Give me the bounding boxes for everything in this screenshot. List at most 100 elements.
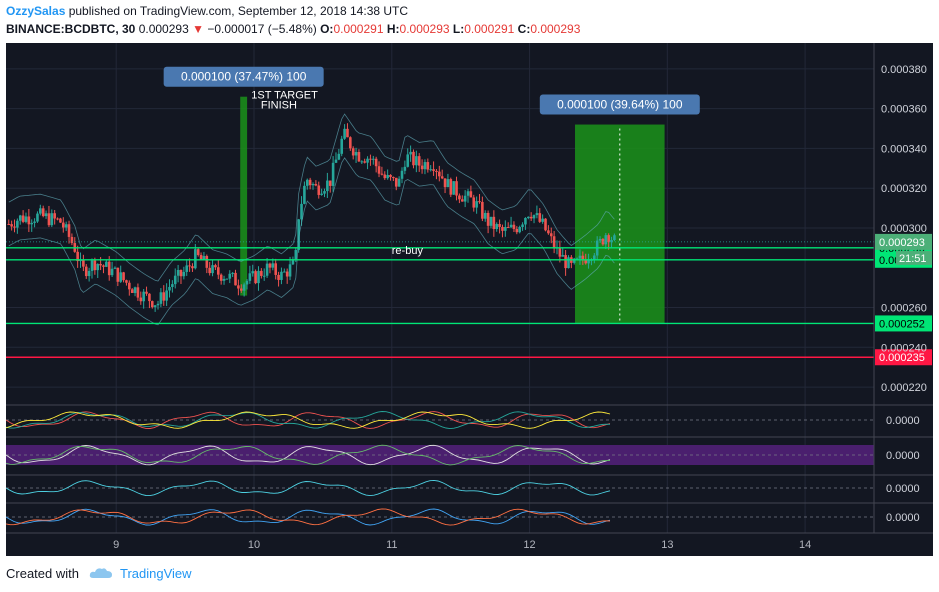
candle-body (179, 269, 183, 277)
pane-value-label: 0.0000 (886, 512, 920, 524)
candle-body (529, 216, 533, 219)
candle-body (41, 208, 45, 217)
candle-body (234, 272, 237, 286)
tradingview-link[interactable]: TradingView (120, 566, 192, 581)
candle-body (156, 303, 160, 306)
candle-body (432, 169, 435, 171)
candle-body (294, 249, 298, 261)
candle-body (36, 213, 39, 222)
candle-body (518, 226, 521, 233)
candle-body (257, 270, 260, 284)
candle-body (521, 224, 524, 227)
pane-value-label: 0.0000 (886, 450, 920, 462)
position-label: 0.000100 (39.64%) 100 (557, 98, 683, 112)
time-tick-label: 14 (799, 539, 811, 551)
candle-body (245, 280, 249, 285)
candle-body (7, 223, 11, 225)
candle-body (495, 223, 499, 230)
candle-body (128, 282, 131, 290)
candle-body (145, 291, 148, 294)
horizontal-levels: 0.0002900.0002840.0002520.0002350.000293… (6, 233, 932, 366)
candle-body (575, 258, 579, 260)
countdown-tag (896, 250, 932, 265)
candle-body (426, 162, 430, 170)
candle-body (21, 215, 25, 222)
symbol-info: BINANCE:BCDBTC, 30 0.000293 ▼ −0.000017 … (6, 22, 580, 36)
candle-body (139, 297, 143, 302)
candle-body (383, 174, 387, 179)
candle-body (173, 275, 177, 285)
candle-body (188, 265, 191, 267)
price-tick-label: 0.000360 (881, 104, 927, 116)
candle-body (314, 184, 318, 186)
candle-body (214, 265, 217, 268)
price-change: −0.000017 (−5.48%) (207, 22, 317, 36)
candle-body (501, 226, 504, 231)
tradingview-logo-icon[interactable] (89, 567, 113, 579)
candle-body (136, 287, 140, 298)
low-label: L: (452, 22, 465, 36)
candle-body (455, 181, 458, 196)
high-label: H: (386, 22, 400, 36)
chart-annotation: 1ST TARGET (251, 90, 318, 102)
time-axis: 9 10 11 12 13 14 (113, 539, 811, 551)
candle-body (228, 273, 232, 279)
candle-body (412, 151, 415, 166)
candle-body (572, 258, 576, 263)
candle-body (291, 260, 295, 265)
candle-body (176, 269, 180, 276)
candle-body (27, 216, 31, 225)
candle-body (610, 240, 613, 243)
candle-body (394, 177, 398, 187)
candle-body (409, 151, 412, 155)
candle-body (334, 159, 338, 163)
candle-body (133, 287, 137, 294)
indicator-line (6, 508, 611, 526)
candle-body (326, 180, 329, 192)
candle-body (420, 165, 424, 170)
indicator-line (6, 444, 611, 466)
candle-body (205, 256, 209, 268)
candle-body (239, 288, 243, 291)
indicator-line (6, 444, 611, 466)
candle-body (541, 218, 544, 222)
candle-body (561, 255, 565, 257)
candle-body (102, 265, 105, 267)
candle-body (415, 156, 418, 166)
down-arrow-icon: ▼ (192, 22, 204, 36)
price-tick-label: 0.000260 (881, 303, 927, 315)
price-chart[interactable]: 0.0000 0.0000 0.0000 0.0000 0.000100 (37.47… (6, 43, 933, 556)
candle-body (369, 158, 372, 160)
pane-value-label: 0.0000 (886, 415, 920, 427)
candle-body (429, 169, 432, 171)
price-tick-label: 0.000340 (881, 143, 927, 155)
published-text: published on TradingView.com, September … (65, 4, 409, 18)
candle-body (340, 138, 344, 154)
candle-body (397, 178, 401, 187)
candle-body (400, 170, 404, 179)
candle-body (96, 263, 100, 271)
candle-body (194, 249, 197, 269)
chart-background (6, 43, 933, 556)
last-price: 0.000293 (138, 22, 189, 36)
candle-body (346, 128, 349, 138)
author-name[interactable]: OzzySalas (6, 4, 66, 18)
candle-body (463, 195, 467, 202)
candle-body (360, 161, 364, 163)
low-value: 0.000291 (464, 22, 515, 36)
candle-body (153, 305, 157, 308)
long-position-box (240, 96, 248, 296)
candle-body (547, 230, 550, 234)
candle-body (171, 284, 174, 287)
candle-body (466, 191, 470, 196)
close-label: C: (517, 22, 531, 36)
candle-body (219, 274, 223, 281)
candle-body (93, 260, 97, 271)
publish-info: OzzySalas published on TradingView.com, … (6, 4, 408, 18)
candle-body (30, 222, 34, 225)
candle-body (202, 256, 206, 261)
candle-body (10, 224, 13, 227)
candle-body (231, 272, 234, 274)
position-label: 0.000100 (37.47%) 100 (181, 70, 307, 84)
